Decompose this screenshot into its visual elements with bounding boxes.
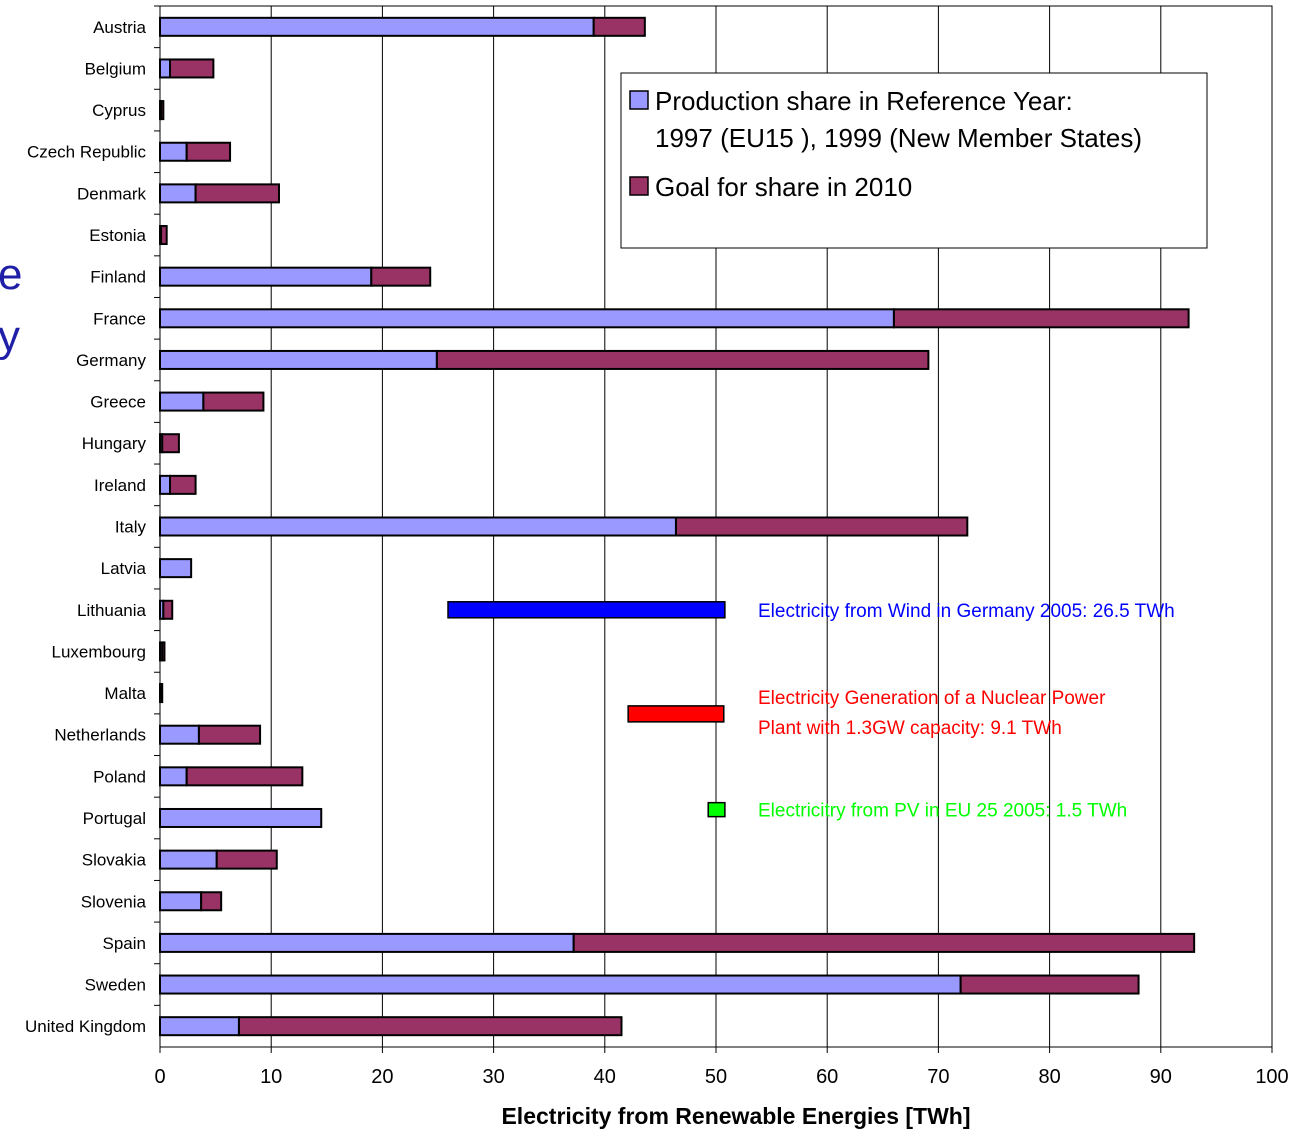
category-label: Lithuania [77,601,147,620]
bar-goal-2010 [161,641,166,662]
bar-reference-year [159,58,172,79]
category-label: Cyprus [92,101,146,120]
bar-goal-2010 [169,474,197,495]
category-label: Latvia [101,559,147,578]
bar-goal-2010 [194,183,280,204]
category-label: Sweden [85,976,146,995]
x-tick-label: 100 [1255,1066,1288,1088]
bar-goal-2010 [892,308,1190,329]
bar-goal-2010 [162,599,174,620]
x-tick-label: 70 [927,1066,949,1088]
bar-goal-2010 [160,100,165,121]
category-label: Ireland [94,476,146,495]
legend-label: 1997 (EU15 ), 1999 (New Member States) [655,123,1142,153]
bar-goal-2010 [185,141,232,162]
bar-reference-year [159,724,200,745]
bar-goal-2010 [169,58,215,79]
category-label: Malta [104,684,146,703]
category-label: Czech Republic [27,143,147,162]
bar-goal-2010 [674,516,969,537]
category-label: Slovakia [82,851,147,870]
legend-swatch [629,90,649,110]
category-label: Greece [90,393,146,412]
x-tick-label: 50 [705,1066,727,1088]
category-label: Poland [93,767,146,786]
bar-reference-year [159,391,205,412]
category-label: Finland [90,268,146,287]
bar-goal-2010 [161,433,180,454]
bar-reference-year [159,516,677,537]
bar-reference-year [159,266,373,287]
bar-reference-year [159,183,197,204]
x-tick-label: 30 [482,1066,504,1088]
bar-reference-year [159,766,188,787]
x-tick-label: 80 [1038,1066,1060,1088]
category-label: Germany [76,351,146,370]
bar-goal-2010 [370,266,432,287]
category-label: Luxembourg [51,642,146,661]
category-label: Belgium [85,59,146,78]
bar-reference-year [159,308,895,329]
category-label: Estonia [89,226,146,245]
bar-reference-year [159,474,172,495]
reference-bar-label: Electricity from Wind in Germany 2005: 2… [758,601,1175,622]
bar-goal-2010 [237,1016,623,1037]
bar-goal-2010 [215,849,278,870]
bar-reference-year [159,849,218,870]
category-label: Denmark [77,184,146,203]
bar-goal-2010 [202,391,265,412]
bar-reference-year [159,932,575,953]
bar-reference-year [159,974,962,995]
legend-label: Goal for share in 2010 [655,172,912,202]
x-tick-label: 40 [594,1066,616,1088]
reference-bar [447,601,726,619]
bar-reference-year [159,558,193,579]
bar-goal-2010 [160,225,168,246]
x-tick-label: 90 [1150,1066,1172,1088]
legend-label: Production share in Reference Year: [655,86,1073,116]
bar-goal-2010 [572,932,1196,953]
category-label: Austria [93,18,146,37]
category-label: Portugal [83,809,146,828]
bar-reference-year [159,141,188,162]
category-label: Netherlands [54,726,146,745]
bar-goal-2010 [185,766,304,787]
reference-bar-label: Plant with 1.3GW capacity: 9.1 TWh [758,718,1062,739]
x-tick-label: 10 [260,1066,282,1088]
legend-box [620,72,1208,249]
bar-goal-2010 [959,974,1140,995]
background-slide-text-fragment: e [0,250,23,299]
bar-goal-2010 [435,349,930,370]
x-axis-title: Electricity from Renewable Energies [TWh… [501,1103,970,1129]
legend-swatch [629,176,649,196]
bar-reference-year [159,807,323,828]
category-label: Hungary [82,434,147,453]
background-slide-text-fragment: y [0,312,20,361]
bar-goal-2010 [197,724,262,745]
x-tick-label: 20 [371,1066,393,1088]
bar-goal-2010 [592,16,646,37]
bar-reference-year [159,349,438,370]
reference-bar [627,705,725,723]
reference-bar-label: Electricitry from PV in EU 25 2005: 1.5 … [758,801,1127,822]
bar-goal-2010 [160,683,164,704]
category-label: Spain [103,934,146,953]
category-label: Slovenia [81,892,147,911]
reference-bar [707,801,726,818]
reference-bar-label: Electricity Generation of a Nuclear Powe… [758,688,1106,709]
x-tick-label: 60 [816,1066,838,1088]
category-label: Italy [115,518,147,537]
bar-reference-year [159,1016,240,1037]
category-label: France [93,309,146,328]
bar-reference-year [159,891,203,912]
category-label: United Kingdom [25,1017,146,1036]
bar-goal-2010 [200,891,223,912]
x-tick-label: 0 [154,1066,165,1088]
bar-reference-year [159,16,595,37]
